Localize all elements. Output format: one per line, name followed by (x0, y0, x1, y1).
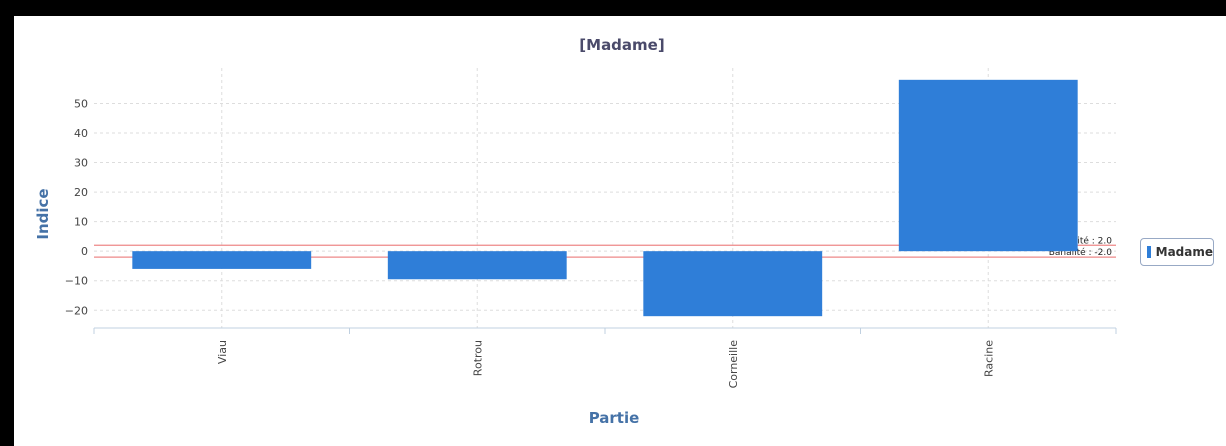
y-tick-label: −10 (65, 275, 88, 288)
x-tick-label: Racine (982, 340, 995, 377)
x-tick-label: Rotrou (471, 340, 484, 376)
legend[interactable]: Madame (1140, 238, 1214, 266)
y-tick-label: 0 (81, 245, 88, 258)
y-tick-label: 20 (74, 186, 88, 199)
bars (132, 79, 1078, 317)
x-tick-label: Corneille (727, 340, 740, 389)
y-axis-title: Indice (34, 188, 52, 239)
grid (94, 68, 1116, 328)
y-tick-label: 50 (74, 97, 88, 110)
bar-viau (132, 251, 312, 269)
chart-title: [Madame] (579, 36, 664, 54)
bar-rotrou (387, 251, 567, 280)
bar-racine (898, 79, 1078, 252)
x-axis: Viau Rotrou Corneille Racine (93, 327, 1117, 389)
bar-corneille (643, 251, 823, 317)
banalite-label: Banalité : 2.0 (1052, 235, 1112, 246)
legend-label: Madame (1155, 245, 1213, 259)
chart-container: [Madame] Banalité : 2.0 Banalité : -2.0 −… (14, 16, 1226, 446)
y-tick-label: 30 (74, 157, 88, 170)
y-tick-label: −20 (65, 304, 88, 317)
x-axis-title: Partie (589, 409, 640, 427)
y-axis-ticks: −20 −10 0 10 20 30 40 50 (65, 97, 88, 317)
legend-swatch (1147, 246, 1151, 258)
banalite-label: Banalité : -2.0 (1049, 247, 1113, 258)
y-tick-label: 10 (74, 216, 88, 229)
x-tick-label: Viau (216, 340, 229, 364)
y-tick-label: 40 (74, 127, 88, 140)
